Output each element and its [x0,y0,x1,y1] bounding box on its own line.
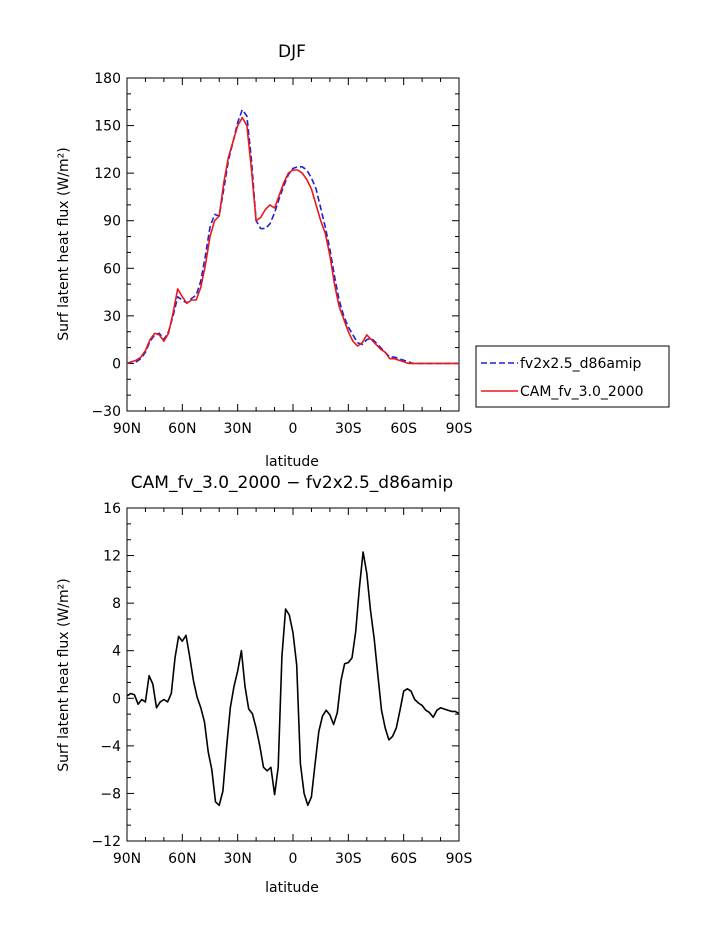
x-tick-label: 60N [168,421,196,437]
top-y-axis-label: Surf latent heat flux (W/m²) [56,147,72,340]
legend-label-fv2x2.5: fv2x2.5_d86amip [520,356,641,372]
legend-label-cam-fv: CAM_fv_3.0_2000 [520,384,644,400]
y-tick-label: 150 [94,119,121,135]
plot-frame [126,507,460,842]
x-tick-label: 60N [168,851,196,867]
y-tick-label: 30 [103,309,121,325]
x-tick-label: 90N [113,421,141,437]
x-tick-label: 30N [224,421,252,437]
bottom-series-group [126,551,460,807]
top-axes: 90N 60N 30N 0 30S 60S 90S −30 0 30 60 90 120 150 180 [91,71,472,437]
top-x-axis-label: latitude [265,454,319,470]
x-tick-label: 30S [335,421,362,437]
y-tick-label: 8 [112,596,121,612]
bottom-x-axis-label: latitude [265,880,319,896]
x-tick-label: 30S [335,851,362,867]
y-tick-label: −30 [91,404,121,420]
bottom-chart-title: CAM_fv_3.0_2000 − fv2x2.5_d86amip [131,473,453,493]
x-tick-label: 0 [289,851,298,867]
y-tick-label: 0 [112,691,121,707]
top-chart-title: DJF [278,42,306,62]
x-tick-label: 30N [224,851,252,867]
series-line-CAM-fv-3-0-2000 [126,116,459,365]
y-tick-label: 180 [94,71,121,87]
series-line-fv2x2-5-d86amip [126,108,459,365]
legend-box [475,345,670,408]
x-tick-label: 90S [446,851,473,867]
x-tick-label: 90N [113,851,141,867]
y-tick-label: 90 [103,214,121,230]
y-tick-label: 16 [103,501,121,517]
x-tick-label: 60S [390,421,417,437]
y-tick-label: −8 [100,786,121,802]
y-tick-label: 12 [103,549,121,565]
bottom-y-axis-label: Surf latent heat flux (W/m²) [56,578,72,771]
bottom-panel: CAM_fv_3.0_2000 − fv2x2.5_d86amip 90N 60N… [56,473,472,896]
x-tick-label: 90S [446,421,473,437]
series-line-difference [126,551,460,807]
y-tick-label: 120 [94,166,121,182]
y-tick-label: −12 [91,834,121,850]
bottom-axes: 90N 60N 30N 0 30S 60S 90S −12 −8 −4 0 4 8 12 16 [91,501,472,867]
x-tick-label: 0 [289,421,298,437]
y-tick-label: −4 [100,739,121,755]
top-series-group [126,108,459,365]
x-tick-label: 60S [390,851,417,867]
y-tick-label: 60 [103,261,121,277]
top-panel: DJF 90N 60N 30N 0 30S 60S 90S −30 0 30 60 90 120 150 1… [56,42,472,470]
y-tick-label: 0 [112,356,121,372]
legend: fv2x2.5_d86amip CAM_fv_3.0_2000 [475,345,670,408]
plot-frame [126,77,460,412]
y-tick-label: 4 [112,644,121,660]
